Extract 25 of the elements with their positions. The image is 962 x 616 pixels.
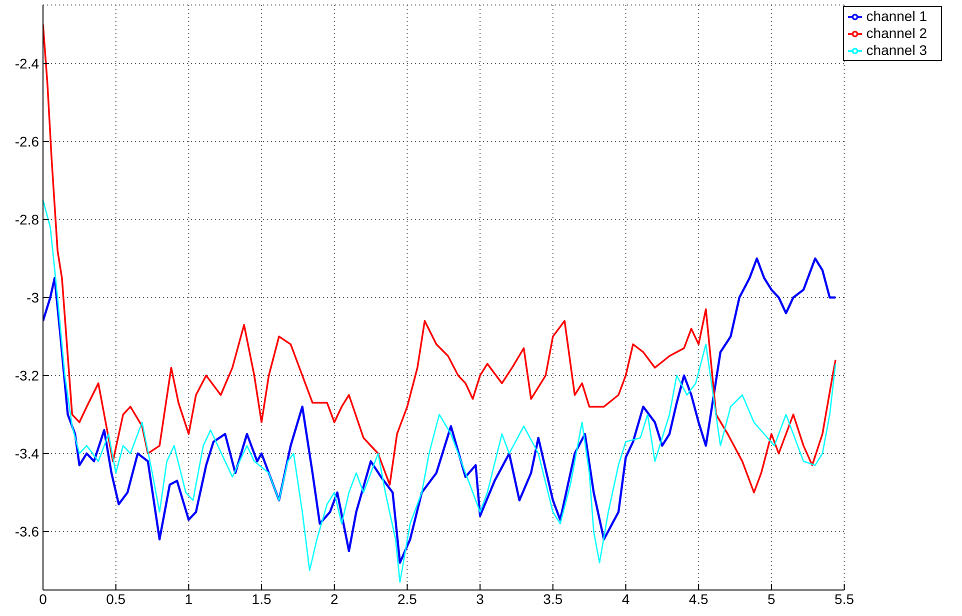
x-tick-label: 2 bbox=[330, 590, 338, 607]
x-tick-label: 4.5 bbox=[688, 590, 709, 607]
y-tick-label: -3.2 bbox=[14, 367, 40, 384]
x-tick-label: 1 bbox=[184, 590, 193, 607]
legend-label: channel 1 bbox=[866, 8, 927, 24]
x-tick-label: 3 bbox=[476, 590, 484, 607]
legend-label: channel 2 bbox=[866, 25, 927, 41]
x-tick-label: 0.5 bbox=[106, 590, 126, 607]
x-tick-label: 2.5 bbox=[397, 590, 418, 607]
legend-label: channel 3 bbox=[866, 42, 927, 58]
line-series bbox=[43, 199, 836, 583]
y-tick-label: -2.8 bbox=[14, 211, 40, 228]
y-tick-label: -2.4 bbox=[14, 55, 40, 72]
x-tick-label: 5.5 bbox=[834, 590, 854, 607]
line-series bbox=[43, 257, 837, 564]
y-tick-label: -3 bbox=[26, 289, 40, 306]
x-tick-label: 0 bbox=[39, 590, 48, 607]
x-tick-label: 1.5 bbox=[252, 590, 272, 607]
line-series bbox=[43, 24, 836, 494]
x-tick-label: 5 bbox=[768, 590, 776, 607]
y-tick-label: -3.6 bbox=[14, 523, 40, 540]
x-tick-label: 4 bbox=[622, 590, 630, 607]
y-tick-label: -3.4 bbox=[14, 445, 40, 462]
y-tick-label: -2.6 bbox=[14, 133, 40, 150]
x-tick-label: 3.5 bbox=[543, 590, 563, 607]
